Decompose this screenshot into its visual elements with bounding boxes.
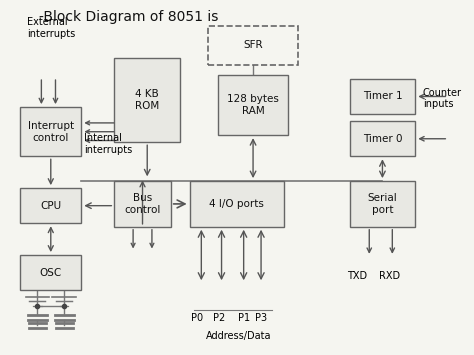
Text: P3: P3 — [255, 313, 268, 323]
Text: Interrupt
control: Interrupt control — [27, 121, 74, 142]
FancyBboxPatch shape — [349, 181, 415, 227]
Text: SFR: SFR — [243, 40, 263, 50]
Text: 4 I/O ports: 4 I/O ports — [209, 199, 264, 209]
Text: Timer 1: Timer 1 — [363, 92, 402, 102]
Text: 128 bytes
RAM: 128 bytes RAM — [227, 94, 279, 116]
FancyBboxPatch shape — [114, 58, 180, 142]
Text: Timer 0: Timer 0 — [363, 134, 402, 144]
Text: CPU: CPU — [40, 201, 61, 211]
Text: OSC: OSC — [40, 268, 62, 278]
Text: P2: P2 — [213, 313, 225, 323]
FancyBboxPatch shape — [209, 26, 298, 65]
FancyBboxPatch shape — [349, 121, 415, 156]
FancyBboxPatch shape — [190, 181, 283, 227]
FancyBboxPatch shape — [349, 79, 415, 114]
Text: External
interrupts: External interrupts — [27, 17, 75, 39]
Text: P1: P1 — [238, 313, 250, 323]
Text: Counter
inputs: Counter inputs — [423, 88, 462, 109]
FancyBboxPatch shape — [20, 255, 82, 290]
Text: Internal
interrupts: Internal interrupts — [84, 133, 132, 155]
Text: P0: P0 — [191, 313, 203, 323]
FancyBboxPatch shape — [114, 181, 171, 227]
Text: 4 KB
ROM: 4 KB ROM — [135, 89, 159, 111]
FancyBboxPatch shape — [20, 188, 82, 223]
FancyBboxPatch shape — [20, 107, 82, 156]
Text: Serial
port: Serial port — [367, 193, 397, 215]
Text: Bus
control: Bus control — [124, 193, 161, 215]
FancyBboxPatch shape — [218, 75, 288, 135]
Text: Address/Data: Address/Data — [206, 331, 272, 341]
Text: -Block Diagram of 8051 is: -Block Diagram of 8051 is — [39, 10, 219, 24]
Text: RXD: RXD — [379, 271, 401, 281]
Text: TXD: TXD — [347, 271, 367, 281]
